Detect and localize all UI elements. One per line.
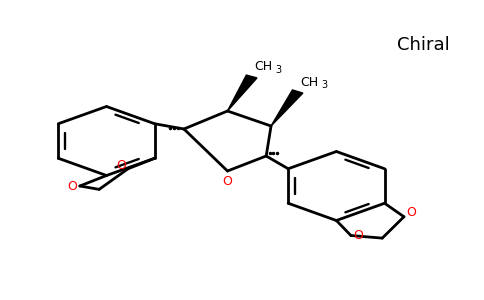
Text: O: O bbox=[223, 175, 232, 188]
Text: O: O bbox=[353, 229, 363, 242]
Text: 3: 3 bbox=[275, 65, 281, 75]
Text: O: O bbox=[116, 159, 126, 172]
Text: Chiral: Chiral bbox=[397, 36, 450, 54]
Text: CH: CH bbox=[254, 61, 272, 74]
Text: O: O bbox=[407, 206, 416, 219]
Text: CH: CH bbox=[300, 76, 318, 88]
Text: 3: 3 bbox=[321, 80, 327, 90]
Text: O: O bbox=[68, 179, 77, 193]
Polygon shape bbox=[271, 90, 303, 126]
Polygon shape bbox=[227, 75, 257, 111]
